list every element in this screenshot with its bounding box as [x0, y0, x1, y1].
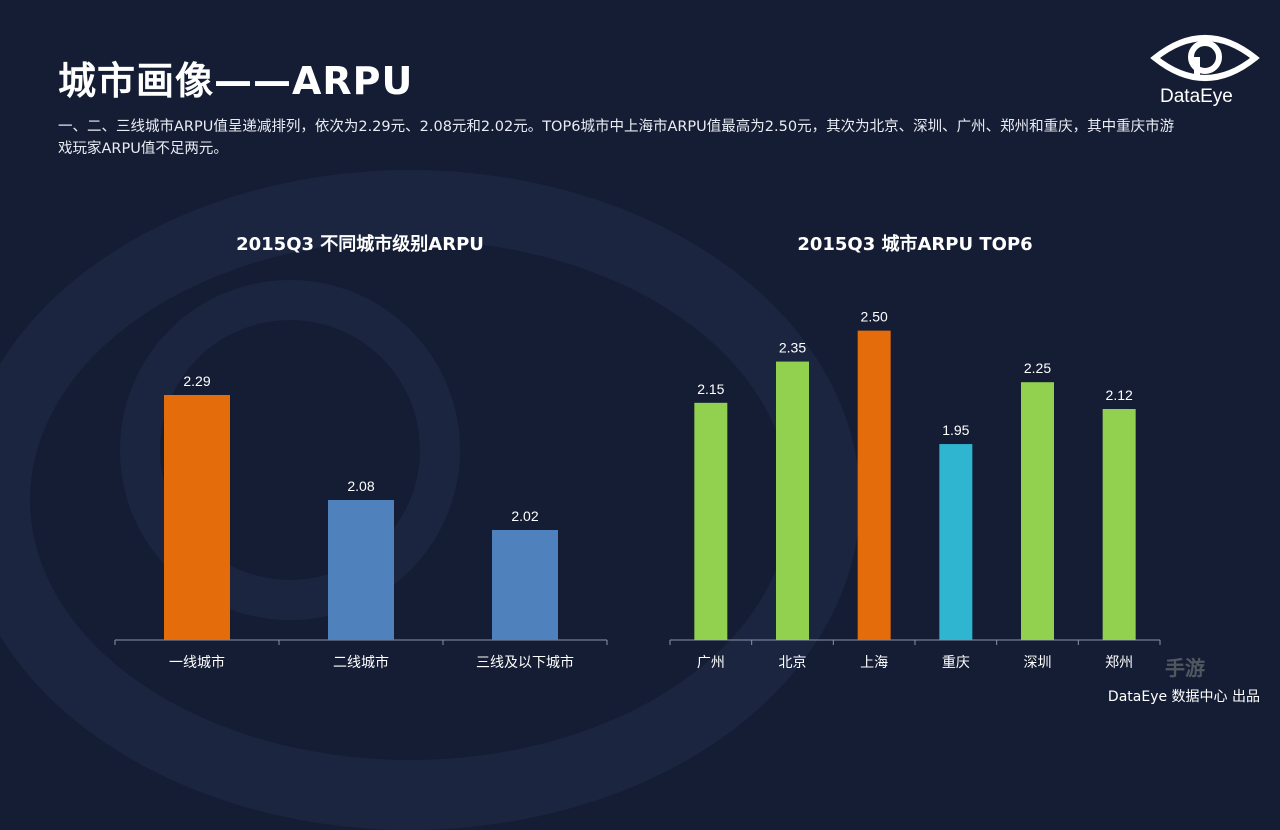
dataeye-eye-icon	[1150, 35, 1260, 81]
logo-text: DataEye	[1160, 86, 1233, 107]
watermark-text: 手游	[1165, 656, 1205, 680]
chart-title-top6: 2015Q3 城市ARPU TOP6	[797, 234, 1033, 255]
bar-重庆	[939, 444, 973, 640]
bar-一线城市	[164, 395, 230, 640]
data-label: 2.02	[511, 508, 538, 524]
bar-二线城市	[328, 500, 394, 640]
bar-charts: 2.29 一线城市 2.08 二线城市 2.02 三线及以下城市 2.15 广州 2.35 北京 2…	[114, 309, 1161, 671]
page-title: 城市画像——ARPU	[58, 59, 414, 103]
category-label: 一线城市	[169, 654, 225, 671]
bar-深圳	[1021, 382, 1054, 640]
bar-郑州	[1102, 409, 1136, 640]
footer-credit: DataEye 数据中心 出品	[1107, 689, 1260, 705]
data-label: 2.08	[347, 478, 374, 494]
data-label: 2.29	[183, 373, 210, 389]
data-label: 2.25	[1024, 360, 1051, 376]
bar-三线及以下城市	[492, 530, 558, 640]
category-label: 郑州	[1105, 655, 1133, 671]
category-label: 上海	[860, 655, 888, 671]
chart-title-city-level: 2015Q3 不同城市级别ARPU	[236, 234, 484, 255]
data-label: 1.95	[942, 422, 969, 438]
category-label: 深圳	[1024, 655, 1052, 671]
data-label: 2.50	[861, 309, 888, 325]
category-label: 三线及以下城市	[476, 654, 574, 671]
data-label: 2.12	[1106, 387, 1133, 403]
data-label: 2.35	[779, 340, 806, 356]
bar-广州	[694, 402, 728, 640]
bar-上海	[857, 330, 891, 640]
bar-北京	[776, 361, 809, 640]
data-label: 2.15	[697, 381, 724, 397]
category-label: 重庆	[942, 655, 970, 671]
category-label: 广州	[697, 655, 725, 671]
page-description: 一、二、三线城市ARPU值呈递减排列，依次为2.29元、2.08元和2.02元。…	[58, 119, 1175, 157]
category-label: 北京	[779, 655, 807, 671]
category-label: 二线城市	[333, 654, 389, 671]
